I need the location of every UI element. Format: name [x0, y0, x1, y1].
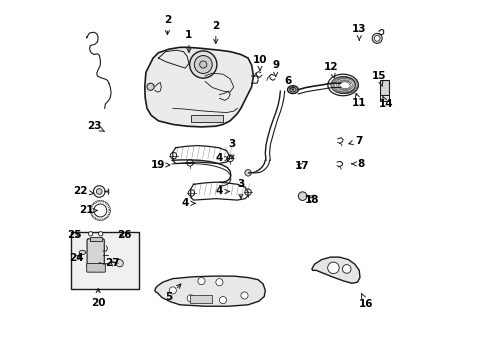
Bar	[190, 116, 223, 122]
Text: 26: 26	[117, 230, 131, 239]
Text: 8: 8	[351, 159, 364, 169]
Circle shape	[147, 83, 154, 90]
Text: 15: 15	[371, 71, 386, 86]
FancyBboxPatch shape	[86, 264, 105, 272]
Circle shape	[298, 192, 306, 201]
Circle shape	[93, 186, 105, 197]
Text: 4: 4	[181, 198, 195, 208]
Circle shape	[226, 155, 233, 162]
Text: 6: 6	[284, 76, 293, 90]
Circle shape	[241, 292, 247, 299]
Text: 5: 5	[165, 284, 181, 302]
Text: 16: 16	[359, 293, 373, 309]
Text: 7: 7	[348, 136, 362, 145]
Text: 22: 22	[73, 186, 93, 197]
Circle shape	[198, 278, 204, 285]
Text: 10: 10	[252, 55, 266, 71]
Circle shape	[371, 33, 382, 43]
Ellipse shape	[90, 276, 105, 286]
Circle shape	[99, 231, 102, 236]
Text: 1: 1	[185, 30, 192, 53]
Text: 4: 4	[215, 153, 229, 163]
Circle shape	[244, 170, 251, 176]
Text: 13: 13	[351, 24, 366, 40]
Bar	[379, 80, 388, 95]
Text: 23: 23	[87, 121, 104, 132]
Text: 18: 18	[304, 195, 319, 205]
Text: 19: 19	[151, 160, 169, 170]
Bar	[379, 95, 388, 101]
Text: 2: 2	[212, 21, 219, 44]
Bar	[89, 237, 102, 241]
Circle shape	[188, 190, 194, 196]
Circle shape	[199, 61, 206, 68]
Circle shape	[189, 51, 217, 78]
Text: 17: 17	[294, 161, 308, 171]
Circle shape	[219, 297, 226, 304]
Polygon shape	[144, 47, 253, 127]
Text: 4: 4	[215, 186, 229, 197]
Circle shape	[116, 260, 123, 267]
Circle shape	[373, 36, 379, 41]
Text: 2: 2	[163, 15, 171, 35]
Text: 24: 24	[68, 253, 83, 263]
Text: 20: 20	[91, 289, 105, 308]
Circle shape	[170, 152, 176, 159]
Circle shape	[96, 189, 102, 194]
Text: 14: 14	[378, 96, 393, 109]
Text: 25: 25	[67, 230, 81, 239]
Text: 9: 9	[272, 60, 279, 76]
Text: 21: 21	[79, 206, 97, 216]
Circle shape	[327, 262, 339, 274]
Text: 3: 3	[228, 139, 235, 159]
Ellipse shape	[79, 250, 85, 255]
Ellipse shape	[93, 278, 103, 284]
Circle shape	[215, 279, 223, 286]
Circle shape	[169, 287, 176, 294]
FancyBboxPatch shape	[87, 239, 104, 267]
Circle shape	[342, 265, 350, 273]
Circle shape	[187, 295, 194, 302]
Ellipse shape	[287, 86, 298, 94]
Bar	[190, 295, 211, 303]
Bar	[70, 232, 139, 289]
Polygon shape	[155, 276, 265, 306]
Text: 3: 3	[237, 179, 244, 198]
Circle shape	[194, 55, 212, 73]
Polygon shape	[311, 257, 359, 283]
Text: 12: 12	[323, 62, 337, 78]
Text: 27: 27	[105, 258, 120, 268]
Ellipse shape	[289, 87, 296, 92]
Circle shape	[94, 204, 106, 217]
Text: 11: 11	[351, 94, 366, 108]
Circle shape	[186, 159, 193, 166]
Circle shape	[88, 231, 93, 236]
Circle shape	[244, 189, 251, 195]
